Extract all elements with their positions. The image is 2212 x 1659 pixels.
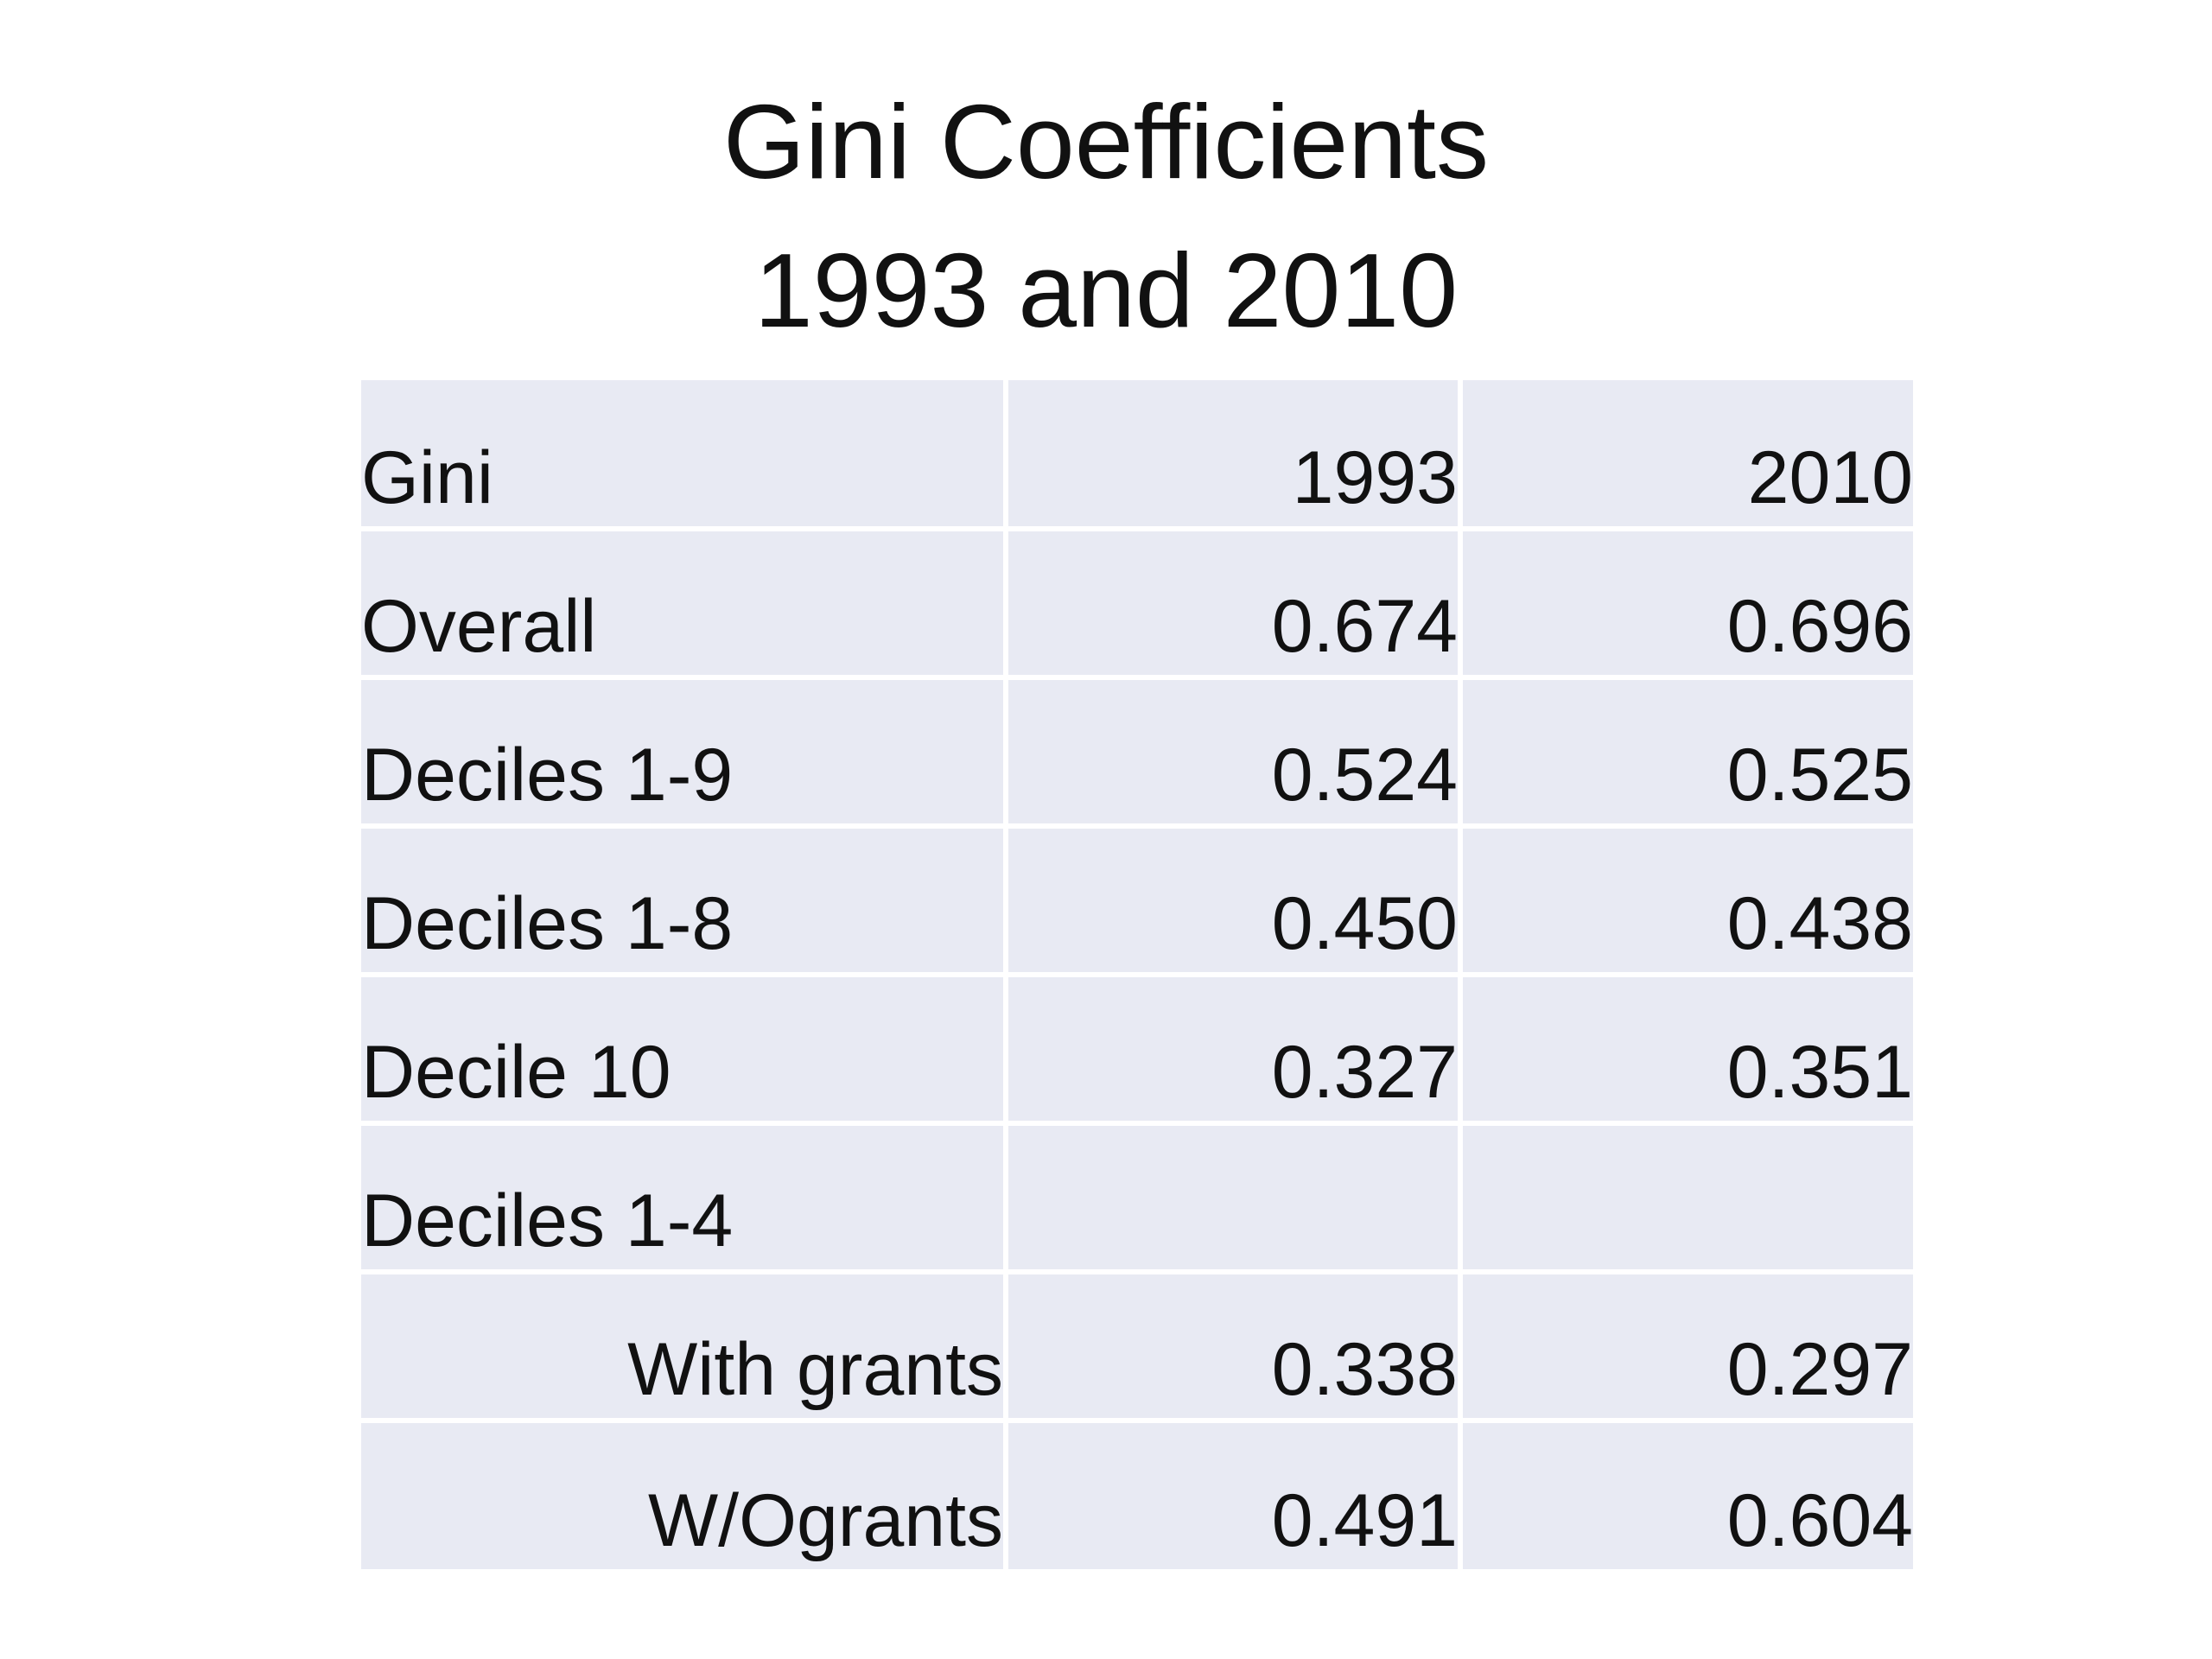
gini-table: Gini 1993 2010 Overall 0.674 0.696 Decil… — [361, 380, 1913, 1569]
cell-2010 — [1460, 1123, 1913, 1274]
table-row: Deciles 1-4 — [361, 1123, 1913, 1274]
cell-1993: 0.450 — [1006, 826, 1463, 977]
table-row: Deciles 1-9 0.524 0.525 — [361, 677, 1913, 829]
table-row: W/Ogrants 0.491 0.604 — [361, 1421, 1913, 1569]
row-label: Deciles 1-9 — [361, 677, 1008, 829]
cell-1993: 0.327 — [1006, 975, 1463, 1126]
table-row: With grants 0.338 0.297 — [361, 1272, 1913, 1423]
cell-2010: 0.604 — [1460, 1421, 1913, 1569]
row-label: Decile 10 — [361, 975, 1008, 1126]
cell-2010: 0.525 — [1460, 677, 1913, 829]
table-header-row: Gini 1993 2010 — [361, 380, 1913, 531]
header-cell-1993: 1993 — [1006, 380, 1463, 531]
row-label: Deciles 1-4 — [361, 1123, 1008, 1274]
table-row: Decile 10 0.327 0.351 — [361, 975, 1913, 1126]
row-label: Overall — [361, 529, 1008, 680]
cell-1993: 0.491 — [1006, 1421, 1463, 1569]
cell-1993: 0.674 — [1006, 529, 1463, 680]
slide-title: Gini Coefficients 1993 and 2010 — [0, 67, 2212, 365]
table-row: Overall 0.674 0.696 — [361, 529, 1913, 680]
title-line-2: 1993 and 2010 — [753, 232, 1459, 349]
cell-2010: 0.351 — [1460, 975, 1913, 1126]
row-label: W/Ogrants — [361, 1421, 1008, 1569]
cell-2010: 0.438 — [1460, 826, 1913, 977]
cell-1993: 0.524 — [1006, 677, 1463, 829]
header-cell-2010: 2010 — [1460, 380, 1913, 531]
table-row: Deciles 1-8 0.450 0.438 — [361, 826, 1913, 977]
cell-1993 — [1006, 1123, 1463, 1274]
cell-1993: 0.338 — [1006, 1272, 1463, 1423]
cell-2010: 0.696 — [1460, 529, 1913, 680]
row-label: Deciles 1-8 — [361, 826, 1008, 977]
header-cell-label: Gini — [361, 380, 1008, 531]
title-line-1: Gini Coefficients — [722, 83, 1490, 200]
cell-2010: 0.297 — [1460, 1272, 1913, 1423]
row-label: With grants — [361, 1272, 1008, 1423]
